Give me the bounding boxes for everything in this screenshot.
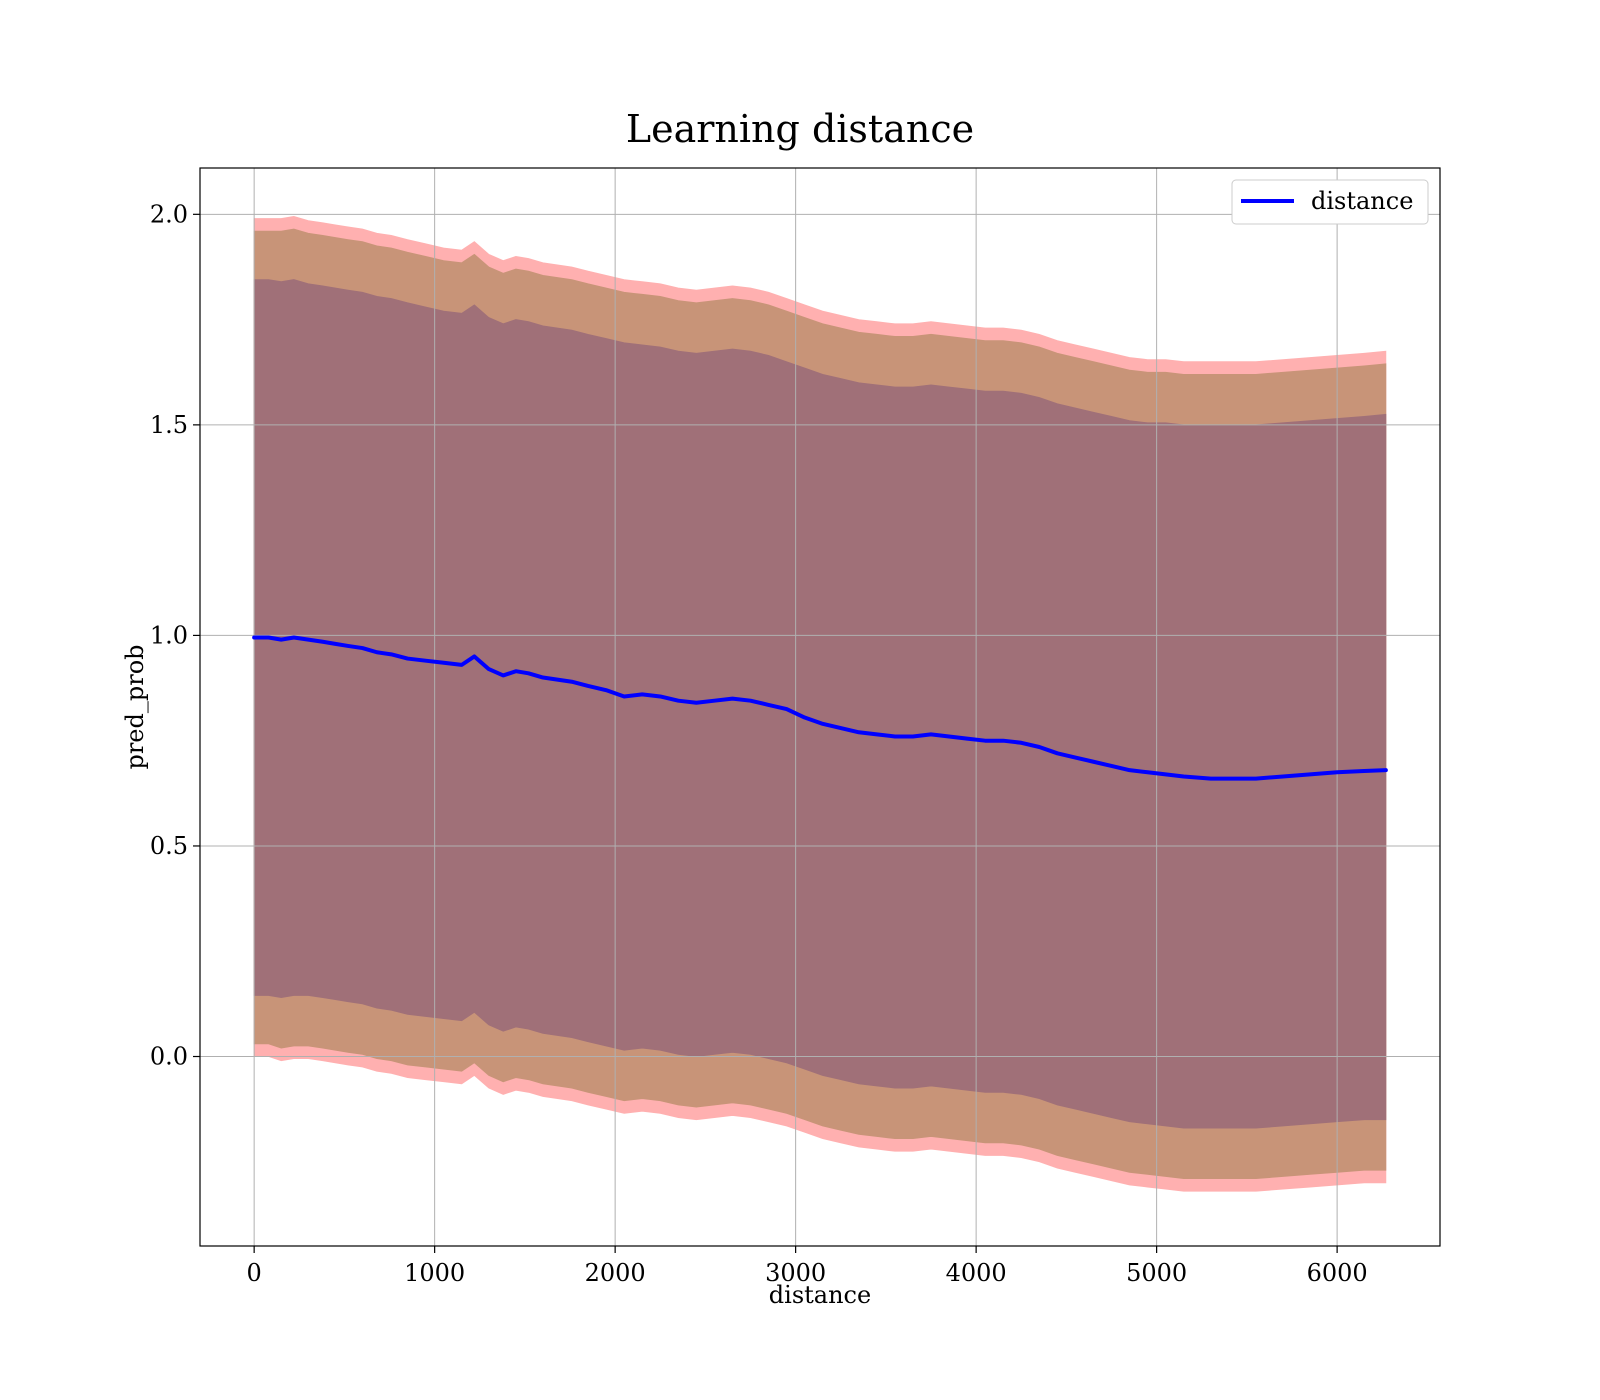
x-tick-label: 6000: [1307, 1259, 1368, 1287]
y-tick-label: 1.0: [150, 621, 188, 649]
plot-area: [199, 167, 1441, 1247]
legend: distance: [1231, 179, 1429, 225]
y-axis-label: pred_prob: [121, 644, 149, 769]
chart-title: Learning distance: [626, 107, 974, 151]
x-tick-label: 3000: [765, 1259, 826, 1287]
series-line-distance: [252, 635, 1388, 781]
x-tick-label: 1000: [404, 1259, 465, 1287]
axes-layer: 0 1000 2000 3000 4000 5000 6000 0.0 0.5 1.0 1.5 2.0: [150, 200, 1368, 1287]
legend-box: [1231, 179, 1429, 225]
confidence-band-inner: [253, 279, 1387, 1129]
x-tick-label: 0: [247, 1259, 262, 1287]
y-tick-label: 2.0: [150, 200, 188, 228]
x-tick-label: 2000: [585, 1259, 646, 1287]
legend-label: distance: [1311, 187, 1413, 215]
x-tick-label: 5000: [1126, 1259, 1187, 1287]
bands-layer: [253, 216, 1387, 1192]
line-layer: [252, 635, 1388, 781]
plot-frame: [199, 167, 1441, 1247]
y-tick-label: 0.5: [150, 832, 188, 860]
y-tick-label: 0.0: [150, 1043, 188, 1071]
y-tick-label: 1.5: [150, 411, 188, 439]
x-tick-label: 4000: [946, 1259, 1007, 1287]
x-axis-label: distance: [769, 1281, 871, 1309]
